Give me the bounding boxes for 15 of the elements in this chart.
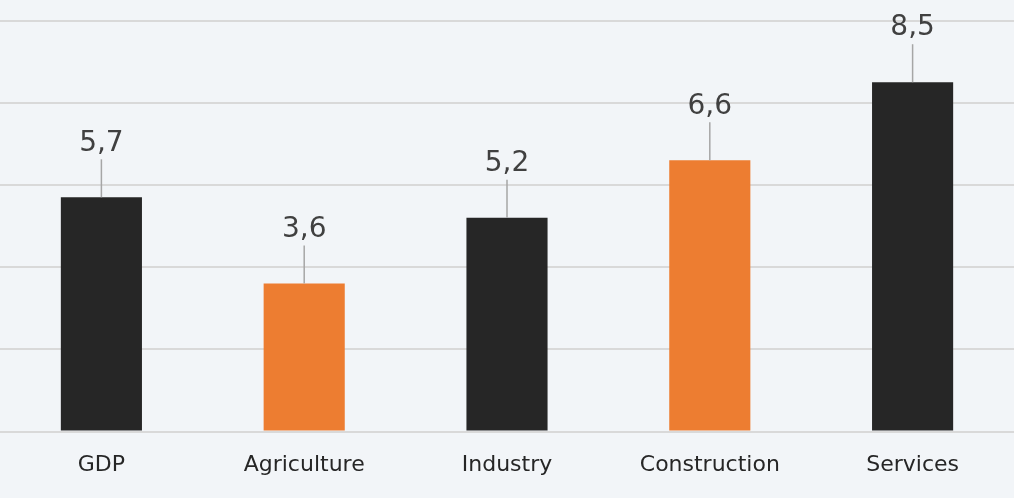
x-tick-label: Agriculture bbox=[243, 450, 365, 476]
data-label: 8,5 bbox=[890, 9, 935, 43]
bar bbox=[872, 82, 954, 431]
data-label: 5,2 bbox=[484, 145, 530, 179]
x-tick-label: GDP bbox=[77, 450, 126, 476]
bar bbox=[263, 283, 345, 431]
data-label: 5,7 bbox=[79, 124, 124, 158]
x-tick-label: Services bbox=[866, 450, 959, 476]
data-label: 6,6 bbox=[687, 87, 733, 121]
x-tick-label: Industry bbox=[461, 450, 553, 476]
bar bbox=[466, 217, 548, 431]
bar bbox=[669, 160, 751, 431]
bar bbox=[60, 197, 142, 431]
x-tick-label: Construction bbox=[639, 450, 780, 476]
data-label: 3,6 bbox=[281, 210, 327, 244]
